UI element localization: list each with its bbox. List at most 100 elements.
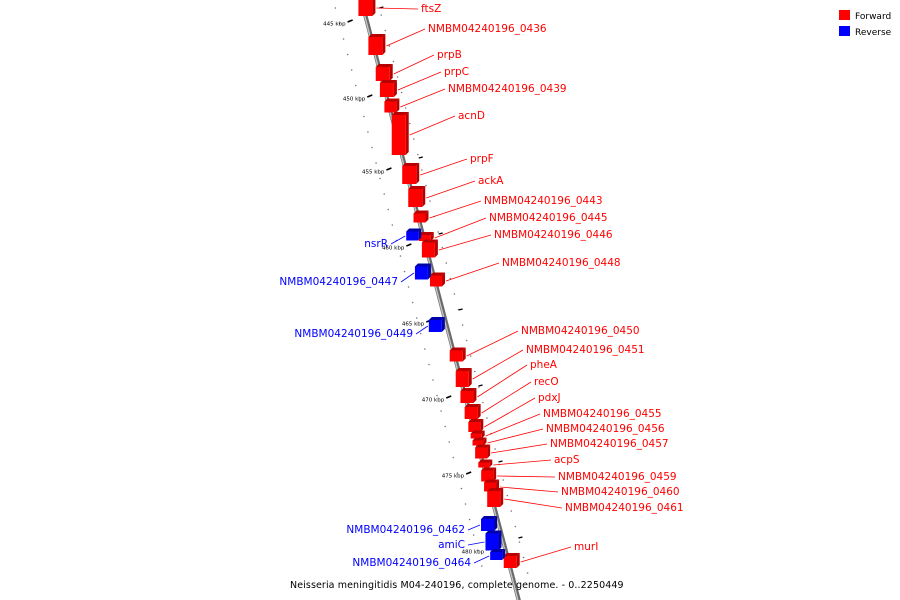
gene-NMBM04240196_0445[interactable] bbox=[418, 232, 434, 241]
gene-acnD[interactable] bbox=[391, 112, 409, 155]
gene-label[interactable]: NMBM04240196_0443 bbox=[484, 195, 603, 207]
gene-label[interactable]: NMBM04240196_0457 bbox=[550, 438, 669, 450]
gene-NMBM04240196_0461[interactable] bbox=[487, 488, 504, 507]
gene-recO[interactable] bbox=[464, 404, 481, 419]
gene-label[interactable]: acpS bbox=[554, 454, 580, 466]
guide-dot bbox=[441, 246, 444, 249]
gene-NMBM04240196_0459[interactable] bbox=[481, 467, 497, 482]
gene-label[interactable]: murI bbox=[574, 541, 598, 553]
tick-label: 475 kbp bbox=[442, 474, 465, 480]
tick-mark bbox=[386, 167, 392, 171]
gene-side-face bbox=[468, 368, 472, 387]
guide-dot bbox=[408, 122, 411, 125]
gene-label[interactable]: NMBM04240196_0448 bbox=[502, 257, 621, 269]
gene-nsrR[interactable] bbox=[406, 228, 422, 241]
gene-prpB[interactable] bbox=[375, 64, 393, 81]
gene-front-face bbox=[449, 350, 463, 362]
guide-dot bbox=[359, 100, 361, 102]
gene-NMBM04240196_0449[interactable] bbox=[428, 317, 445, 332]
gene-label[interactable]: acnD bbox=[458, 110, 485, 122]
gene-label[interactable]: NMBM04240196_0460 bbox=[561, 486, 680, 498]
gene-ackA[interactable] bbox=[408, 186, 426, 207]
gene-top-face bbox=[414, 263, 431, 267]
guide-dot bbox=[380, 14, 383, 16]
gene-pdxJ[interactable] bbox=[468, 419, 484, 432]
gene-front-face bbox=[503, 556, 517, 568]
gene-label[interactable]: ackA bbox=[478, 175, 504, 187]
gene-NMBM04240196_0457[interactable] bbox=[475, 444, 491, 459]
guide-dot bbox=[363, 115, 365, 118]
gene-leader-line bbox=[485, 413, 541, 437]
guide-dot bbox=[506, 494, 509, 497]
gene-top-face bbox=[428, 317, 445, 320]
gene-acpS[interactable] bbox=[478, 459, 493, 468]
gene-prpF[interactable] bbox=[402, 163, 420, 184]
guide-dot bbox=[415, 317, 418, 319]
tick-label: 445 kbp bbox=[323, 22, 346, 28]
guide-dot bbox=[412, 138, 415, 140]
guide-dot bbox=[403, 270, 406, 273]
guide-dot bbox=[417, 153, 419, 156]
gene-label[interactable]: ftsZ bbox=[421, 3, 441, 15]
gene-label[interactable]: NMBM04240196_0464 bbox=[352, 557, 471, 569]
guide-dot bbox=[473, 370, 476, 373]
gene-label[interactable]: amiC bbox=[438, 539, 465, 551]
gene-front-face bbox=[470, 433, 482, 439]
gene-side-face bbox=[462, 347, 466, 362]
gene-ftsZ[interactable] bbox=[358, 0, 376, 16]
gene-label[interactable]: NMBM04240196_0462 bbox=[346, 524, 465, 536]
gene-label[interactable]: NMBM04240196_0451 bbox=[526, 344, 645, 356]
gene-NMBM04240196_0455[interactable] bbox=[470, 430, 485, 439]
gene-NMBM04240196_0448[interactable] bbox=[430, 272, 446, 287]
gene-label[interactable]: NMBM04240196_0450 bbox=[521, 325, 640, 337]
gene-label[interactable]: pdxJ bbox=[538, 392, 561, 404]
gene-front-face bbox=[430, 275, 443, 287]
gene-label[interactable]: NMBM04240196_0456 bbox=[546, 423, 665, 435]
gene-side-face bbox=[500, 488, 504, 507]
gene-front-face bbox=[418, 235, 431, 241]
gene-side-face bbox=[430, 232, 434, 241]
gene-pheA[interactable] bbox=[460, 388, 477, 403]
gene-leader-line bbox=[487, 428, 544, 444]
gene-label[interactable]: recO bbox=[534, 376, 559, 388]
gene-label[interactable]: NMBM04240196_0459 bbox=[558, 471, 677, 483]
gene-label[interactable]: prpC bbox=[444, 66, 469, 78]
gene-label[interactable]: NMBM04240196_0445 bbox=[489, 212, 608, 224]
gene-side-face bbox=[480, 419, 484, 432]
gene-label[interactable]: pheA bbox=[530, 359, 558, 371]
gene-label[interactable]: prpB bbox=[437, 49, 462, 61]
gene-label[interactable]: nsrR bbox=[364, 238, 388, 250]
gene-prpC[interactable] bbox=[379, 80, 397, 97]
gene-label[interactable]: NMBM04240196_0447 bbox=[279, 276, 398, 288]
gene-NMBM04240196_0450[interactable] bbox=[449, 347, 466, 362]
gene-front-face bbox=[375, 67, 390, 81]
gene-leader-line bbox=[438, 234, 492, 251]
gene-NMBM04240196_0436[interactable] bbox=[368, 34, 386, 55]
guide-dot bbox=[338, 22, 341, 25]
gene-top-face bbox=[379, 80, 397, 83]
gene-label[interactable]: prpF bbox=[470, 153, 494, 165]
gene-NMBM04240196_0451[interactable] bbox=[455, 368, 472, 387]
gene-label[interactable]: NMBM04240196_0439 bbox=[448, 83, 567, 95]
gene-front-face bbox=[413, 213, 426, 223]
gene-NMBM04240196_0464[interactable] bbox=[490, 549, 506, 560]
gene-NMBM04240196_0446[interactable] bbox=[421, 239, 438, 258]
gene-NMBM04240196_0456[interactable] bbox=[472, 437, 487, 446]
gene-NMBM04240196_0447[interactable] bbox=[414, 263, 431, 280]
tick-mark bbox=[418, 156, 423, 159]
guide-dot bbox=[421, 169, 423, 171]
guide-dot bbox=[460, 487, 463, 490]
gene-NMBM04240196_0443[interactable] bbox=[413, 210, 429, 223]
gene-label[interactable]: NMBM04240196_0449 bbox=[294, 328, 413, 340]
gene-label[interactable]: NMBM04240196_0461 bbox=[565, 502, 684, 514]
gene-top-face bbox=[485, 530, 502, 534]
gene-top-face bbox=[418, 232, 434, 235]
gene-label[interactable]: NMBM04240196_0446 bbox=[494, 229, 613, 241]
gene-NMBM04240196_0439[interactable] bbox=[384, 98, 400, 113]
gene-NMBM04240196_0462[interactable] bbox=[481, 516, 498, 531]
gene-label[interactable]: NMBM04240196_0436 bbox=[428, 23, 547, 35]
gene-label[interactable]: NMBM04240196_0455 bbox=[543, 408, 662, 420]
gene-amiC[interactable] bbox=[485, 530, 502, 551]
gene-top-face bbox=[402, 163, 420, 166]
gene-murI[interactable] bbox=[503, 553, 520, 568]
